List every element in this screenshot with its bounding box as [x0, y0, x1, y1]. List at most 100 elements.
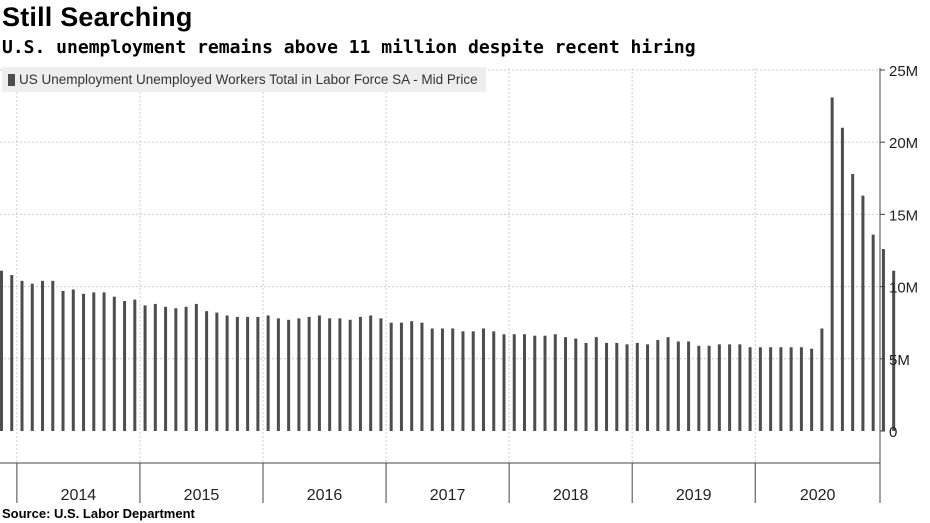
bar: [153, 303, 157, 431]
axes: 0 5M 10M 15M 20M 25M 2014 2015 2016 2017 2018 2019 2…: [0, 63, 918, 504]
bar: [379, 318, 383, 431]
bar: [820, 328, 824, 431]
x-tick-label: 2017: [430, 487, 466, 504]
bar: [440, 328, 444, 431]
bar: [871, 234, 875, 431]
bar: [543, 335, 547, 431]
bar: [369, 315, 373, 431]
x-tick-label: 2016: [307, 487, 343, 504]
bar: [564, 337, 568, 431]
bar: [738, 344, 742, 431]
chart-title: Still Searching: [2, 2, 193, 32]
bar: [30, 283, 34, 431]
bar: [892, 270, 896, 431]
bar: [174, 308, 178, 431]
bar: [348, 319, 352, 431]
chart-subtitle: U.S. unemployment remains above 11 milli…: [2, 37, 696, 58]
bar: [82, 293, 86, 431]
bar: [717, 344, 721, 431]
bar: [41, 280, 45, 431]
bar: [656, 340, 660, 431]
bar: [123, 301, 127, 431]
bar: [574, 338, 578, 431]
x-tick-label: 2020: [800, 487, 836, 504]
bar: [666, 337, 670, 431]
bar: [861, 195, 865, 431]
bar: [635, 342, 639, 431]
bar: [307, 316, 311, 431]
bar: [256, 316, 260, 431]
bar: [502, 334, 506, 431]
bar: [328, 318, 332, 431]
bar: [20, 280, 24, 431]
bar: [235, 316, 239, 431]
x-tick-label: 2019: [676, 487, 712, 504]
source-note: Source: U.S. Labor Department: [2, 506, 195, 521]
bar: [625, 344, 629, 431]
bar: [0, 270, 3, 431]
bar: [194, 303, 198, 431]
bar: [605, 342, 609, 431]
bar: [287, 319, 291, 431]
bar: [451, 328, 455, 431]
bar: [92, 292, 96, 431]
bars: [0, 97, 896, 431]
bar: [71, 289, 75, 431]
bar: [481, 328, 485, 431]
bar: [430, 328, 434, 431]
bar: [225, 315, 229, 431]
bar: [492, 331, 496, 431]
bar: [728, 344, 732, 431]
bar: [420, 322, 424, 431]
y-tick-label: 15M: [889, 207, 918, 224]
bar: [133, 299, 137, 431]
bar: [112, 296, 116, 431]
bar: [143, 305, 147, 431]
y-tick-label: 20M: [889, 135, 918, 152]
bar: [553, 334, 557, 431]
bar: [276, 318, 280, 431]
bar: [317, 315, 321, 431]
x-tick-label: 2014: [61, 487, 97, 504]
bar: [881, 249, 885, 431]
bar: [399, 322, 403, 431]
bar: [266, 315, 270, 431]
y-tick-label: 10M: [889, 280, 918, 297]
legend: US Unemployment Unemployed Workers Total…: [2, 67, 486, 92]
bar: [758, 347, 762, 431]
bar: [10, 275, 14, 431]
bar: [102, 292, 106, 431]
bar: [676, 341, 680, 431]
bar: [512, 334, 516, 431]
bar: [810, 348, 814, 431]
bar: [799, 347, 803, 431]
bar: [338, 318, 342, 431]
bar: [461, 331, 465, 431]
bar: [779, 347, 783, 431]
bar: [523, 334, 527, 431]
gridlines: [0, 68, 880, 463]
bar: [584, 342, 588, 431]
bar: [215, 312, 219, 431]
bar: [184, 306, 188, 431]
bar: [246, 316, 250, 431]
bar: [358, 316, 362, 431]
bar: [769, 347, 773, 431]
bar: [205, 311, 209, 431]
bar: [687, 341, 691, 431]
bar: [851, 173, 855, 431]
bar: [646, 344, 650, 431]
bar: [697, 345, 701, 431]
bar: [533, 335, 537, 431]
bar: [389, 322, 393, 431]
bar: [61, 290, 65, 431]
bar: [830, 97, 834, 431]
bar: [594, 337, 598, 431]
legend-label: US Unemployment Unemployed Workers Total…: [19, 72, 478, 87]
bar: [297, 318, 301, 431]
x-tick-label: 2018: [553, 487, 589, 504]
bar: [164, 306, 168, 431]
legend-swatch: [8, 73, 15, 86]
y-tick-label: 25M: [889, 63, 918, 80]
